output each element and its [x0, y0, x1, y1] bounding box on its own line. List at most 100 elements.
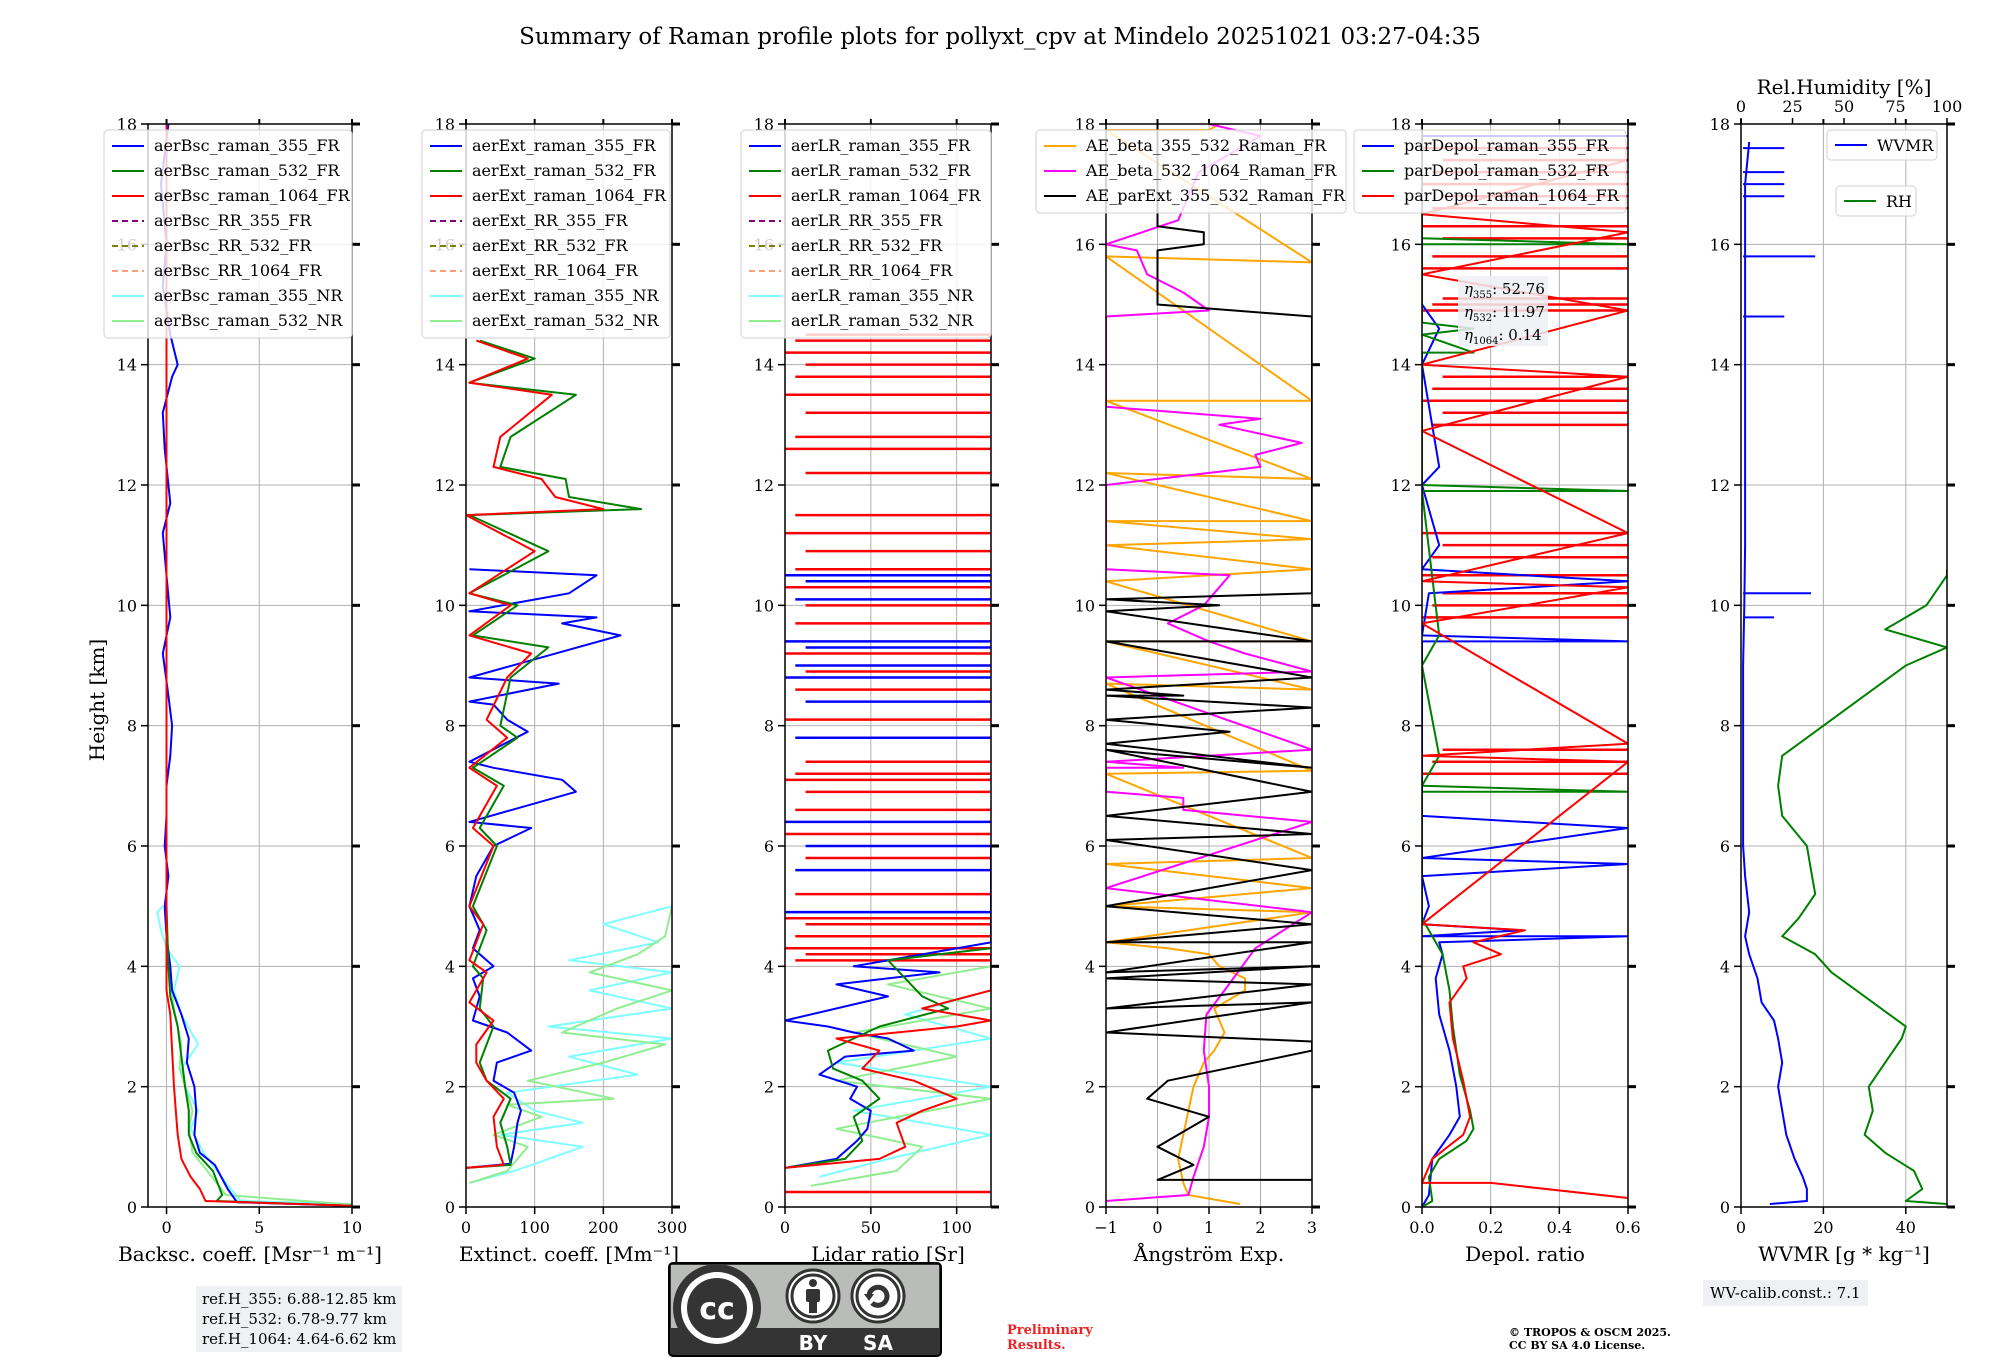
y-tick-label: 8 [1085, 717, 1095, 736]
figure-title: Summary of Raman profile plots for polly… [519, 24, 1481, 50]
plot-area-lr [785, 333, 991, 1194]
panel-bsc: 0510024681012141618Backsc. coeff. [Msr⁻¹… [103, 115, 382, 1266]
legend-label: aerLR_RR_532_FR [791, 236, 943, 255]
x-tick-label: 100 [941, 1218, 972, 1237]
x-tick-label: 5 [254, 1218, 264, 1237]
y-tick-label: 8 [445, 717, 455, 736]
y-tick-label: 0 [1720, 1198, 1730, 1217]
legend-label: aerExt_raman_532_FR [472, 161, 657, 180]
legend-label: aerBsc_raman_532_NR [154, 311, 343, 330]
legend-frame [421, 129, 671, 339]
preliminary-notice: Preliminary Results. [1007, 1323, 1093, 1353]
series-line-lr-1 [785, 947, 991, 1169]
series-line-bsc-6 [156, 905, 352, 1205]
top-x-tick-label: 75 [1885, 97, 1905, 116]
copyright-line-2: CC BY SA 4.0 License. [1509, 1339, 1646, 1352]
panel-ext: 0100200300024681012141618Extinct. coeff.… [421, 115, 688, 1266]
axes-frame-bsc [147, 123, 353, 1208]
y-tick-label: 6 [764, 837, 774, 856]
y-tick-label: 0 [1401, 1198, 1411, 1217]
y-tick-label: 4 [1085, 957, 1095, 976]
y-tick-label: 8 [1401, 717, 1411, 736]
y-tick-label: 6 [127, 837, 137, 856]
legend-label: WVMR [1877, 136, 1934, 155]
badge-by-label: BY [799, 1331, 828, 1355]
y-tick-label: 2 [1085, 1078, 1095, 1097]
series-line-wv-0 [1742, 141, 1808, 1205]
ref-height-355: ref.H_355: 6.88-12.85 km [202, 1290, 397, 1308]
preliminary-line-2: Results. [1007, 1338, 1066, 1353]
x-tick-label: 40 [1896, 1218, 1916, 1237]
y-tick-label: 12 [1710, 476, 1730, 495]
legend-frame [1035, 129, 1347, 214]
y-tick-label: 16 [1075, 235, 1095, 254]
panel-lr: 050100024681012141618Lidar ratio [Sr]aer… [740, 115, 999, 1266]
eta-value: : 11.97 [1492, 303, 1545, 321]
legend-label: aerBsc_raman_1064_FR [154, 186, 351, 205]
y-tick-label: 0 [127, 1198, 137, 1217]
x-tick-label: 2 [1255, 1218, 1265, 1237]
y-tick-label: 10 [1075, 596, 1095, 615]
badge-sa-label: SA [863, 1331, 893, 1355]
series-line-bsc-2 [165, 124, 352, 1207]
legend-label: aerBsc_RR_1064_FR [154, 261, 323, 280]
legend-wvmr: WVMR [1826, 129, 1938, 161]
series-line-ext-1 [466, 339, 643, 1169]
share-alike-icon [850, 1268, 906, 1324]
y-tick-label: 18 [1075, 115, 1095, 134]
svg-text:cc: cc [699, 1292, 735, 1327]
y-tick-label: 4 [445, 957, 455, 976]
legend-label: parDepol_raman_532_FR [1404, 161, 1610, 180]
legend-label: AE_beta_532_1064_Raman_FR [1085, 161, 1337, 180]
legend-lr: aerLR_raman_355_FR aerLR_raman_532_FR aerL… [740, 129, 992, 339]
x-tick-label: −1 [1094, 1218, 1118, 1237]
eta-subscript: 355 [1473, 290, 1492, 301]
series-line-ext-6 [469, 905, 672, 1184]
y-tick-label: 10 [1391, 596, 1411, 615]
y-tick-label: 0 [764, 1198, 774, 1217]
legend-frame [740, 129, 992, 339]
legend-frame [1826, 129, 1938, 161]
panels: 0510024681012141618Backsc. coeff. [Msr⁻¹… [103, 75, 1963, 1266]
y-tick-label: 10 [754, 596, 774, 615]
y-tick-label: 12 [435, 476, 455, 495]
attribution-person-icon [785, 1268, 841, 1324]
x-tick-label: 0 [1736, 1218, 1746, 1237]
x-tick-label: 50 [861, 1218, 881, 1237]
y-tick-label: 10 [435, 596, 455, 615]
axes-frame-ext [465, 123, 673, 1208]
top-x-tick-label: 25 [1782, 97, 1802, 116]
y-tick-label: 14 [117, 356, 137, 375]
eta-value: : 52.76 [1492, 280, 1545, 298]
y-tick-label: 0 [445, 1198, 455, 1217]
legend-label: aerLR_raman_355_FR [791, 136, 971, 155]
series-line-ext-2 [466, 339, 605, 1169]
legend-label: aerLR_RR_1064_FR [791, 261, 953, 280]
cc-by-sa-license-badge: cc BY SA [668, 1262, 942, 1357]
legend-label: aerExt_RR_355_FR [472, 211, 629, 230]
x-tick-label: 20 [1813, 1218, 1833, 1237]
x-tick-label: 0.0 [1409, 1218, 1434, 1237]
x-tick-label: 3 [1307, 1218, 1317, 1237]
y-tick-label: 2 [764, 1078, 774, 1097]
legend-ae: AE_beta_355_532_Raman_FR AE_beta_532_1064… [1035, 129, 1347, 214]
x-tick-label: 300 [657, 1218, 688, 1237]
y-tick-label: 2 [1401, 1078, 1411, 1097]
series-line-lr-6 [819, 989, 991, 1178]
plot-area-ext [466, 339, 672, 1184]
y-tick-label: 12 [1075, 476, 1095, 495]
y-tick-label: 0 [1085, 1198, 1095, 1217]
y-tick-label: 6 [445, 837, 455, 856]
series-line-wv-1 [1777, 569, 1947, 1205]
series-line-lr-2 [785, 954, 991, 1169]
y-tick-label: 8 [764, 717, 774, 736]
legend-label: parDepol_raman_1064_FR [1404, 186, 1620, 205]
annotation-box [1458, 276, 1548, 346]
y-tick-label: 14 [754, 356, 774, 375]
panel-wv: 0 20 40 0 2 4 6 8 10 12 14 16 18 WVMR [g * kg⁻¹] 0 25 50… [1710, 75, 1963, 1266]
y-tick-label: 14 [435, 356, 455, 375]
eta-value: : 0.14 [1498, 326, 1541, 344]
y-tick-label: 4 [764, 957, 774, 976]
